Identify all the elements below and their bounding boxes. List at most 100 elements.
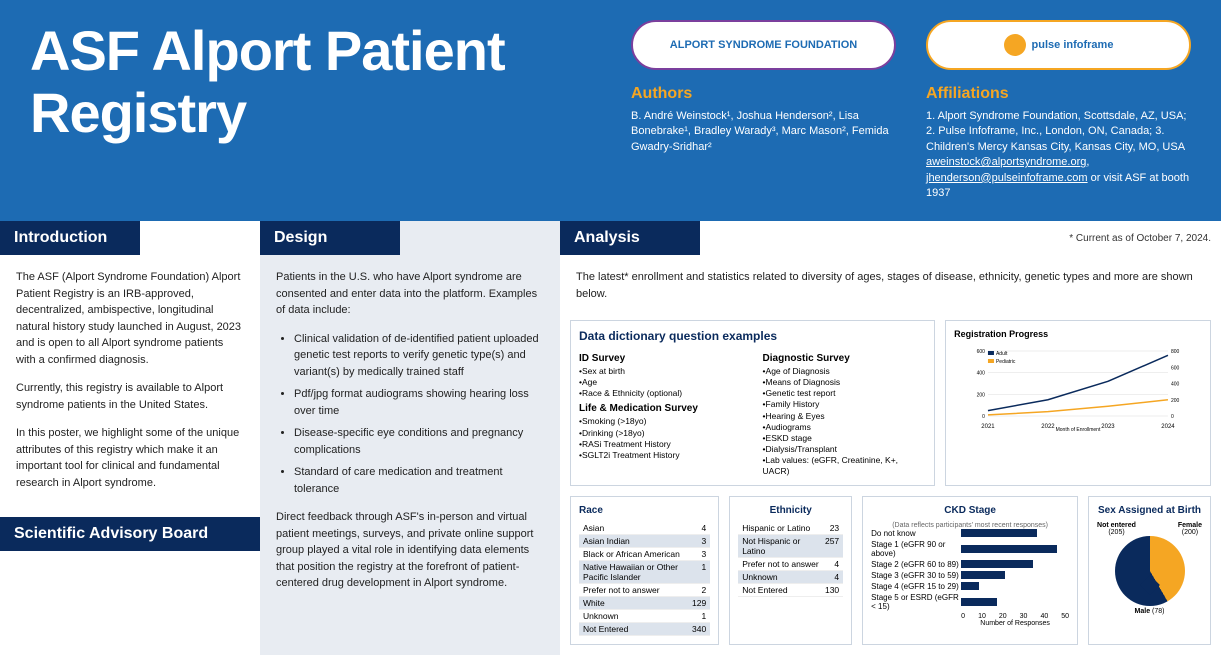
ckd-panel: CKD Stage (Data reflects participants' m… <box>862 496 1078 645</box>
panel-row-1: Data dictionary question examples ID Sur… <box>560 320 1221 495</box>
registration-chart: 202120222023202402004006000200400600800A… <box>954 341 1202 431</box>
asof-note: * Current as of October 7, 2024. <box>700 233 1221 244</box>
email-2[interactable]: jhenderson@pulseinfoframe.com <box>926 172 1088 184</box>
dd-item: •Hearing & Eyes <box>763 411 927 422</box>
design-tab: Design <box>260 221 400 255</box>
svg-text:2022: 2022 <box>1041 424 1055 430</box>
header: ASF Alport Patient Registry ALPORT SYNDR… <box>0 0 1221 221</box>
table-row: Asian Indian3 <box>579 535 710 548</box>
design-li: Standard of care medication and treatmen… <box>294 464 544 497</box>
dd-item: •Age <box>579 377 743 388</box>
svg-text:2023: 2023 <box>1101 424 1115 430</box>
analysis-p1: The latest* enrollment and statistics re… <box>576 269 1205 302</box>
sex-pie-chart <box>1115 536 1185 606</box>
table-row: Prefer not to answer4 <box>738 558 843 571</box>
table-row: Native Hawaiian or Other Pacific Islande… <box>579 561 710 584</box>
svg-text:600: 600 <box>977 349 986 355</box>
body: Introduction The ASF (Alport Syndrome Fo… <box>0 221 1221 654</box>
dd-col-right: Diagnostic Survey •Age of Diagnosis •Mea… <box>763 349 927 476</box>
dd-item: •ESKD stage <box>763 433 927 444</box>
design-body: Patients in the U.S. who have Alport syn… <box>260 255 560 618</box>
race-table: Asian4Asian Indian3Black or African Amer… <box>579 522 710 636</box>
ckd-bar-row: Stage 3 (eGFR 30 to 59) <box>871 571 1069 580</box>
dd-item: •Dialysis/Transplant <box>763 444 927 455</box>
svg-text:Pediatric: Pediatric <box>996 359 1016 365</box>
design-p1: Patients in the U.S. who have Alport syn… <box>276 269 544 319</box>
analysis-column: Analysis * Current as of October 7, 2024… <box>560 221 1221 654</box>
ckd-bar-row: Stage 1 (eGFR 90 or above) <box>871 540 1069 558</box>
ckd-xlabel: Number of Responses <box>961 620 1069 627</box>
sab-tab: Scientific Advisory Board <box>0 517 260 551</box>
asf-logo: ALPORT SYNDROME FOUNDATION <box>631 20 896 70</box>
dd-item: •Lab values: (eGFR, Creatinine, K+, UACR… <box>763 455 927 477</box>
svg-text:2024: 2024 <box>1161 424 1175 430</box>
sex-ne: Not entered(205) <box>1097 522 1136 536</box>
svg-text:200: 200 <box>1171 398 1180 404</box>
svg-text:Adult: Adult <box>996 351 1008 357</box>
authors-col: ALPORT SYNDROME FOUNDATION Authors B. An… <box>631 20 896 201</box>
ckd-bar-row: Stage 5 or ESRD (eGFR < 15) <box>871 593 1069 611</box>
design-li: Pdf/jpg format audiograms showing hearin… <box>294 386 544 419</box>
dd-item: •Means of Diagnosis <box>763 377 927 388</box>
affil-text: 1. Alport Syndrome Foundation, Scottsdal… <box>926 109 1191 201</box>
table-row: Unknown1 <box>579 610 710 623</box>
svg-text:2021: 2021 <box>981 424 995 430</box>
design-li: Disease-specific eye conditions and preg… <box>294 425 544 458</box>
dd-title: Data dictionary question examples <box>579 329 926 343</box>
design-p2: Direct feedback through ASF's in-person … <box>276 509 544 592</box>
dd-item: •Race & Ethnicity (optional) <box>579 388 743 399</box>
svg-text:800: 800 <box>1171 349 1180 355</box>
intro-p2: Currently, this registry is available to… <box>16 380 244 413</box>
title-block: ASF Alport Patient Registry <box>30 20 631 201</box>
ckd-sub: (Data reflects participants' most recent… <box>871 522 1069 529</box>
table-row: Not Entered340 <box>579 623 710 636</box>
dd-item: •Drinking (>18yo) <box>579 428 743 439</box>
intro-p3: In this poster, we highlight some of the… <box>16 425 244 491</box>
ckd-chart: Do not knowStage 1 (eGFR 90 or above)Sta… <box>871 529 1069 627</box>
ckd-title: CKD Stage <box>871 505 1069 516</box>
authors-text: B. André Weinstock¹, Joshua Henderson², … <box>631 109 896 155</box>
dd-item: •SGLT2i Treatment History <box>579 450 743 461</box>
dd-life-h: Life & Medication Survey <box>579 403 743 414</box>
affil-body: 1. Alport Syndrome Foundation, Scottsdal… <box>926 110 1186 153</box>
sex-m: Male (78) <box>1097 608 1202 615</box>
dd-col-left: ID Survey •Sex at birth •Age •Race & Eth… <box>579 349 743 476</box>
intro-tab: Introduction <box>0 221 140 255</box>
analysis-tab-row: Analysis * Current as of October 7, 2024… <box>560 221 1221 255</box>
ethnicity-table: Hispanic or Latino23Not Hispanic or Lati… <box>738 522 843 597</box>
pi-logo: pulse infoframe <box>926 20 1191 70</box>
pi-logo-text: pulse infoframe <box>1032 39 1114 51</box>
svg-text:Month of Enrollment: Month of Enrollment <box>1056 427 1101 431</box>
email-1[interactable]: aweinstock@alportsyndrome.org <box>926 156 1086 168</box>
asf-logo-text: ALPORT SYNDROME FOUNDATION <box>670 39 857 51</box>
header-right: ALPORT SYNDROME FOUNDATION Authors B. An… <box>631 20 1191 201</box>
dd-item: •Sex at birth <box>579 366 743 377</box>
sex-panel: Sex Assigned at Birth Not entered(205) F… <box>1088 496 1211 645</box>
svg-text:400: 400 <box>1171 382 1180 388</box>
affiliations-col: pulse infoframe Affiliations 1. Alport S… <box>926 20 1191 201</box>
table-row: Asian4 <box>579 522 710 535</box>
race-title: Race <box>579 505 710 516</box>
svg-text:600: 600 <box>1171 366 1180 372</box>
ckd-bar-row: Stage 4 (eGFR 15 to 29) <box>871 582 1069 591</box>
main-title: ASF Alport Patient Registry <box>30 20 631 143</box>
table-row: Hispanic or Latino23 <box>738 522 843 535</box>
ethnicity-panel: Ethnicity Hispanic or Latino23Not Hispan… <box>729 496 852 645</box>
eth-title: Ethnicity <box>738 505 843 516</box>
svg-text:400: 400 <box>977 371 986 377</box>
intro-column: Introduction The ASF (Alport Syndrome Fo… <box>0 221 260 654</box>
table-row: Not Entered130 <box>738 584 843 597</box>
table-row: White129 <box>579 597 710 610</box>
dd-item: •Genetic test report <box>763 388 927 399</box>
panel-row-2: Race Asian4Asian Indian3Black or African… <box>560 496 1221 655</box>
registration-chart-panel: Registration Progress 202120222023202402… <box>945 320 1211 485</box>
table-row: Prefer not to answer2 <box>579 584 710 597</box>
table-row: Black or African American3 <box>579 548 710 561</box>
dd-diag-h: Diagnostic Survey <box>763 353 927 364</box>
dd-id-h: ID Survey <box>579 353 743 364</box>
pie-wrap: Male (78) <box>1097 536 1202 615</box>
sun-icon <box>1004 34 1026 56</box>
design-list: Clinical validation of de-identified pat… <box>294 331 544 498</box>
dd-cols: ID Survey •Sex at birth •Age •Race & Eth… <box>579 349 926 476</box>
intro-p1: The ASF (Alport Syndrome Foundation) Alp… <box>16 269 244 368</box>
